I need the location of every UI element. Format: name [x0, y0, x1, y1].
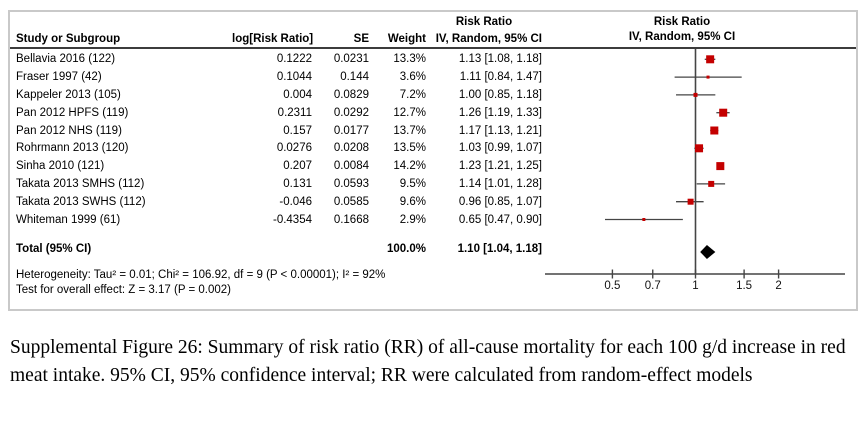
effect-square	[710, 126, 719, 135]
effect-square	[693, 92, 698, 97]
study-name: Pan 2012 HPFS (119)	[16, 106, 129, 119]
total-ci-value: 1.10 [1.04, 1.18]	[457, 243, 542, 255]
study-name: Takata 2013 SMHS (112)	[16, 177, 145, 190]
study-name: Bellavia 2016 (122)	[16, 53, 116, 66]
col-header-log-risk-ratio: log[Risk Ratio]	[232, 33, 314, 45]
study-row: Pan 2012 HPFS (119) 0.2311 0.0292 12.7% 1.26…	[10, 104, 550, 122]
overall-effect-test: Test for overall effect: Z = 3.17 (P = 0…	[16, 284, 231, 296]
se-value: 0.0593	[333, 177, 369, 190]
study-name: Whiteman 1999 (61)	[16, 213, 121, 226]
ci-value: 0.96 [0.85, 1.07]	[458, 195, 542, 208]
log-risk-ratio-value: -0.046	[279, 195, 312, 208]
weight-value: 9.5%	[399, 177, 426, 190]
study-row: Bellavia 2016 (122) 0.1222 0.0231 13.3% 1.13…	[10, 50, 550, 68]
se-value: 0.0208	[333, 142, 369, 155]
col-header-se: SE	[353, 33, 369, 45]
study-row: Sinha 2010 (121) 0.207 0.0084 14.2% 1.23 [1.…	[10, 157, 550, 175]
total-log-cell	[232, 240, 312, 258]
se-value: 0.0585	[333, 195, 369, 208]
study-name: Rohrmann 2013 (120)	[16, 142, 129, 155]
study-row: Takata 2013 SMHS (112) 0.131 0.0593 9.5% 1.1…	[10, 175, 550, 193]
ci-value: 1.26 [1.19, 1.33]	[458, 106, 542, 119]
se-value: 0.144	[340, 71, 369, 84]
study-row: Kappeler 2013 (105) 0.004 0.0829 7.2% 1.00 […	[10, 86, 550, 104]
axis-tick-label: 1.5	[736, 280, 752, 292]
study-row: Fraser 1997 (42) 0.1044 0.144 3.6% 1.11 [0.8…	[10, 68, 550, 86]
log-risk-ratio-value: 0.131	[283, 177, 312, 190]
se-value: 0.0292	[333, 106, 369, 119]
col-header-weight: Weight	[387, 33, 426, 45]
study-name: Sinha 2010 (121)	[16, 160, 105, 173]
col-header-ci: IV, Random, 95% CI	[435, 33, 542, 45]
axis-tick-label: 2	[775, 280, 781, 292]
study-name: Pan 2012 NHS (119)	[16, 124, 122, 137]
weight-value: 13.3%	[393, 53, 426, 66]
log-risk-ratio-value: 0.004	[283, 88, 312, 101]
weight-value: 12.7%	[393, 106, 426, 119]
study-name: Takata 2013 SWHS (112)	[16, 195, 146, 208]
effect-square	[706, 55, 715, 64]
effect-square	[687, 198, 694, 205]
weight-value: 3.6%	[399, 71, 426, 84]
log-risk-ratio-value: -0.4354	[272, 213, 312, 226]
se-value: 0.0084	[333, 160, 369, 173]
effect-square	[716, 162, 725, 171]
total-se-cell	[312, 240, 369, 258]
summary-diamond	[700, 245, 716, 259]
effect-square	[719, 108, 728, 117]
effect-square	[708, 180, 715, 187]
weight-value: 9.6%	[399, 195, 426, 208]
study-row: Pan 2012 NHS (119) 0.157 0.0177 13.7% 1.17 […	[10, 122, 550, 140]
axis-tick-label: 1	[692, 280, 698, 292]
study-name: Kappeler 2013 (105)	[16, 88, 121, 101]
study-row: Takata 2013 SWHS (112) -0.046 0.0585 9.6% 0.…	[10, 193, 550, 211]
study-name: Fraser 1997 (42)	[16, 71, 102, 84]
ci-value: 1.00 [0.85, 1.18]	[458, 88, 542, 101]
log-risk-ratio-value: 0.157	[283, 124, 312, 137]
plot-header-effect-measure: Risk Ratio	[653, 16, 711, 28]
log-risk-ratio-value: 0.1222	[276, 53, 312, 66]
ci-column-group-label: Risk Ratio	[455, 16, 513, 28]
ci-value: 1.11 [0.84, 1.47]	[459, 71, 542, 84]
col-header-study: Study or Subgroup	[16, 33, 121, 45]
header-divider	[10, 47, 856, 49]
weight-value: 7.2%	[399, 88, 426, 101]
effect-square	[695, 144, 704, 153]
se-value: 0.0177	[333, 124, 369, 137]
figure-caption: Supplemental Figure 26: Summary of risk …	[10, 337, 846, 386]
se-value: 0.0231	[333, 53, 369, 66]
log-risk-ratio-value: 0.2311	[277, 106, 312, 119]
axis-tick-label: 0.5	[604, 280, 620, 292]
ci-value: 1.14 [1.01, 1.28]	[458, 177, 542, 190]
ci-value: 1.23 [1.21, 1.25]	[458, 160, 542, 173]
plot-header-model: IV, Random, 95% CI	[628, 31, 736, 43]
axis-tick-label: 0.7	[645, 280, 661, 292]
ci-value: 1.03 [0.99, 1.07]	[458, 142, 542, 155]
forest-plot-figure: Risk Ratio Risk Ratio Study or Subgroup …	[8, 10, 858, 311]
study-row: Whiteman 1999 (61) -0.4354 0.1668 2.9% 0.65 …	[10, 211, 550, 229]
weight-value: 14.2%	[393, 160, 426, 173]
effect-square	[642, 218, 646, 221]
ci-value: 1.17 [1.13, 1.21]	[458, 124, 542, 137]
se-value: 0.0829	[333, 88, 369, 101]
weight-value: 13.7%	[393, 124, 426, 137]
weight-value: 13.5%	[393, 142, 426, 155]
weight-value: 2.9%	[399, 213, 426, 226]
heterogeneity-stats: Heterogeneity: Tau² = 0.01; Chi² = 106.9…	[16, 269, 386, 281]
study-row: Rohrmann 2013 (120) 0.0276 0.0208 13.5% 1.03…	[10, 139, 550, 157]
log-risk-ratio-value: 0.1044	[276, 71, 312, 84]
ci-value: 1.13 [1.08, 1.18]	[458, 53, 542, 66]
log-risk-ratio-value: 0.207	[283, 160, 312, 173]
log-risk-ratio-value: 0.0276	[276, 142, 312, 155]
ci-value: 0.65 [0.47, 0.90]	[458, 213, 542, 226]
se-value: 0.1668	[333, 213, 369, 226]
total-label: Total (95% CI)	[16, 243, 92, 255]
effect-square	[706, 75, 710, 79]
column-header-row: Study or Subgroup log[Risk Ratio] SE Wei…	[10, 30, 550, 48]
total-row: Total (95% CI) 100.0% 1.10 [1.04, 1.18]	[10, 240, 550, 258]
total-weight: 100.0%	[386, 243, 426, 255]
